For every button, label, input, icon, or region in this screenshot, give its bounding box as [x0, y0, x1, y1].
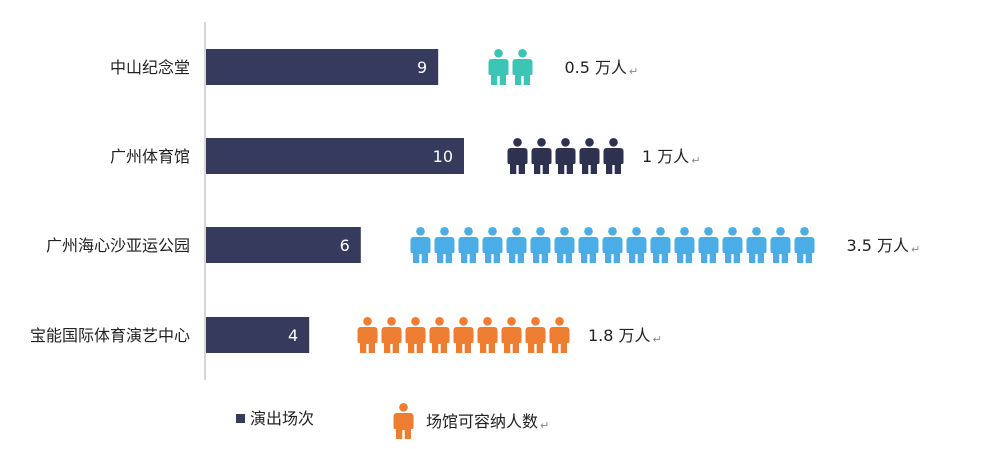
- return-mark: ↵: [540, 419, 549, 432]
- person-icon: [650, 227, 671, 263]
- return-mark: ↵: [691, 154, 700, 167]
- legend-swatch: [236, 414, 245, 423]
- category-label: 宝能国际体育演艺中心: [30, 326, 190, 345]
- person-icon: [794, 227, 815, 263]
- capacity-icons: [410, 227, 829, 263]
- performance-bar: [206, 227, 361, 263]
- person-icon: [393, 403, 414, 439]
- chart-row: 中山纪念堂 9 0.5 万人 ↵: [110, 49, 638, 85]
- person-icon: [626, 227, 647, 263]
- person-icon: [410, 227, 431, 263]
- person-icon: [746, 227, 767, 263]
- capacity-icons: [507, 138, 624, 174]
- person-icon: [578, 227, 599, 263]
- capacity-label: 3.5 万人: [847, 236, 910, 255]
- person-icon: [603, 138, 624, 174]
- bar-value-label: 6: [340, 236, 350, 255]
- bar-value-label: 10: [433, 147, 453, 166]
- category-label: 中山纪念堂: [110, 58, 190, 77]
- person-icon: [531, 138, 552, 174]
- return-mark: ↵: [911, 243, 920, 256]
- performance-bar: [206, 317, 310, 353]
- person-icon: [602, 227, 623, 263]
- person-icon: [579, 138, 600, 174]
- legend-label: 演出场次: [250, 409, 314, 428]
- person-icon: [554, 227, 575, 263]
- person-icon: [429, 317, 450, 353]
- return-mark: ↵: [653, 333, 662, 346]
- person-icon: [357, 317, 378, 353]
- category-label: 广州体育馆: [110, 147, 190, 166]
- person-icon: [770, 227, 791, 263]
- chart-row: 广州体育馆 10 1 万人 ↵: [110, 138, 701, 174]
- performance-bar: [206, 138, 464, 174]
- return-mark: ↵: [629, 65, 638, 78]
- capacity-label: 1.8 万人: [588, 326, 651, 345]
- person-icon: [434, 227, 455, 263]
- capacity-icons: [357, 317, 570, 353]
- performance-bar: [206, 49, 439, 85]
- bar-value-label: 4: [288, 326, 298, 345]
- person-icon: [501, 317, 522, 353]
- person-icon: [555, 138, 576, 174]
- category-label: 广州海心沙亚运公园: [46, 236, 190, 255]
- person-icon: [722, 227, 743, 263]
- person-icon: [458, 227, 479, 263]
- person-icon: [818, 227, 829, 263]
- person-icon: [674, 227, 695, 263]
- person-icon: [507, 138, 528, 174]
- person-icon: [488, 49, 509, 85]
- capacity-label: 0.5 万人: [565, 58, 628, 77]
- legend-label: 场馆可容纳人数: [426, 412, 538, 431]
- person-icon: [482, 227, 503, 263]
- capacity-label: 1 万人: [642, 147, 689, 166]
- chart-row: 广州海心沙亚运公园 6 3.5 万人 ↵: [46, 227, 920, 263]
- person-icon: [381, 317, 402, 353]
- capacity-icons: [488, 49, 547, 85]
- person-icon: [549, 317, 570, 353]
- person-icon: [698, 227, 719, 263]
- person-icon: [530, 227, 551, 263]
- person-icon: [405, 317, 426, 353]
- person-icon: [506, 227, 527, 263]
- bar-value-label: 9: [417, 58, 427, 77]
- chart-row: 宝能国际体育演艺中心 4 1.8 万人 ↵: [30, 317, 662, 353]
- person-icon: [453, 317, 474, 353]
- person-icon: [477, 317, 498, 353]
- person-icon: [536, 49, 547, 85]
- legend: 演出场次 场馆可容纳人数 ↵: [236, 403, 549, 439]
- person-icon: [525, 317, 546, 353]
- person-icon: [512, 49, 533, 85]
